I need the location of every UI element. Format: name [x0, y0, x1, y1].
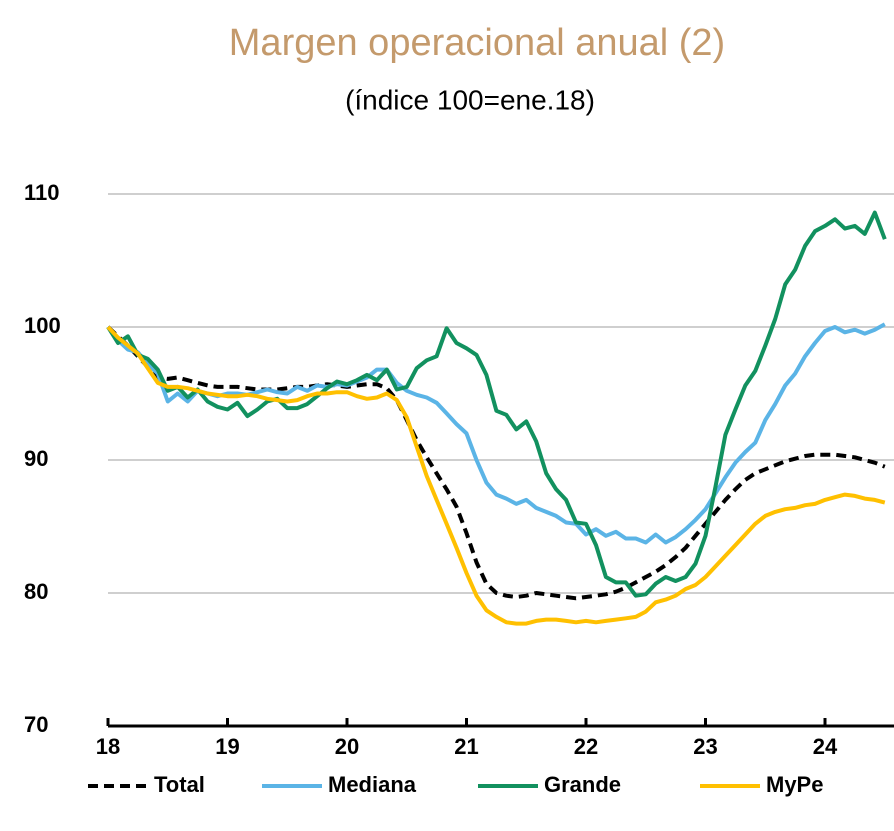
series-line [106, 322, 886, 545]
series-line [106, 325, 886, 626]
x-tick-label: 19 [215, 734, 239, 759]
x-tick-label: 24 [813, 734, 838, 759]
y-tick-label: 90 [24, 446, 48, 471]
x-tick-label: 20 [335, 734, 359, 759]
x-tick-label: 18 [96, 734, 120, 759]
x-tick-label: 21 [454, 734, 478, 759]
x-tick-label: 23 [693, 734, 717, 759]
chart-subtitle: (índice 100=ene.18) [345, 84, 595, 115]
legend-label: MyPe [766, 772, 823, 797]
y-tick-label: 100 [24, 313, 61, 338]
series-line [106, 325, 886, 601]
y-tick-label: 80 [24, 579, 48, 604]
legend-label: Mediana [328, 772, 417, 797]
legend-label: Grande [544, 772, 621, 797]
x-tick-label: 22 [574, 734, 598, 759]
y-tick-label: 110 [24, 180, 60, 205]
y-tick-label: 70 [24, 712, 48, 737]
legend-label: Total [154, 772, 205, 797]
series-line [106, 210, 887, 598]
chart-title: Margen operacional anual (2) [229, 22, 725, 64]
